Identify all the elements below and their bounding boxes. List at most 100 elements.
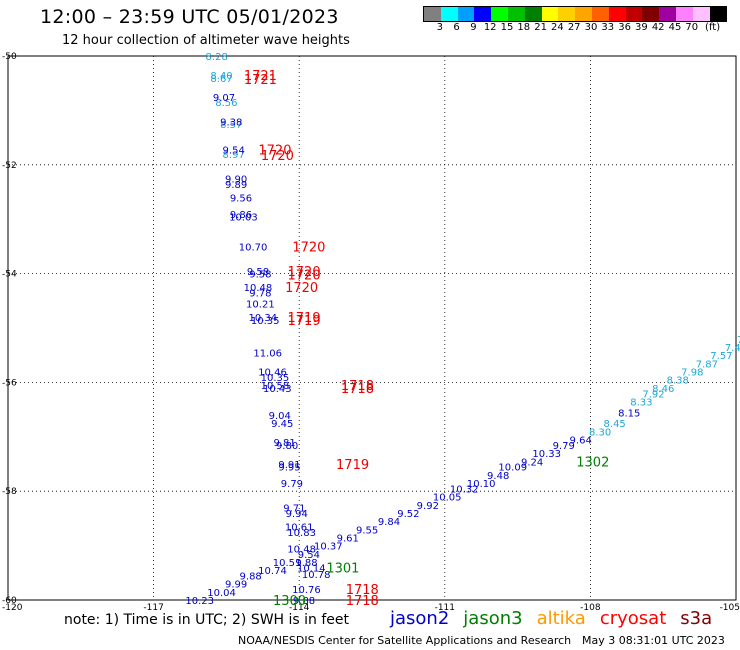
swh-value: 10.35 xyxy=(251,316,280,327)
colorbar-swatch xyxy=(440,7,458,21)
swh-value: 9.92 xyxy=(417,501,439,512)
swh-value: 9.61 xyxy=(337,533,359,544)
swh-value: 10.48 xyxy=(244,283,273,294)
colorbar-swatch xyxy=(507,7,525,21)
time-label: 1720 xyxy=(261,149,294,164)
swh-value: 9.71 xyxy=(283,504,305,515)
swh-value: 10.46 xyxy=(258,368,287,379)
swh-value: 8.28 xyxy=(206,52,228,63)
colorbar-swatch xyxy=(675,7,693,21)
swh-value: 9.54 xyxy=(298,550,320,561)
swh-points: 8.28 8.408.67 8.56 8.57 8.97 9.07 9.38 9.54 9.90… xyxy=(185,52,740,607)
footer-timestamp: May 3 08:31:01 UTC 2023 xyxy=(582,634,725,647)
time-label: 1718 xyxy=(346,594,379,609)
swh-value: 9.99 xyxy=(225,580,247,591)
time-label: 1719 xyxy=(288,311,321,326)
swh-value: 10.70 xyxy=(239,242,268,253)
time-label: 1718 xyxy=(341,379,374,394)
colorbar-label: 45 xyxy=(668,22,682,33)
swh-value: 9.95 xyxy=(278,463,300,474)
swh-value: 8.97 xyxy=(223,150,245,161)
swh-value: 9.58 xyxy=(247,267,269,278)
swh-value: 9.88 xyxy=(293,596,315,607)
longitude-label: -114 xyxy=(289,603,310,613)
swh-value: 9.91 xyxy=(278,460,300,471)
swh-value: 7.92 xyxy=(642,389,664,400)
latitude-label: -52 xyxy=(2,161,17,171)
swh-value: 10.37 xyxy=(314,542,343,553)
colorbar-swatch xyxy=(558,7,576,21)
swh-value: 9.07 xyxy=(213,93,235,104)
time-label: 1720 xyxy=(292,240,325,255)
colorbar-swatch xyxy=(424,7,441,21)
swh-value: 10.04 xyxy=(207,588,236,599)
legend-altika: altika xyxy=(536,608,586,629)
swh-value: 9.38 xyxy=(220,117,242,128)
page-subtitle: 12 hour collection of altimeter wave hei… xyxy=(62,33,350,48)
time-label: 1720 xyxy=(288,269,321,284)
colorbar-label: 18 xyxy=(517,22,531,33)
time-label: 1721 xyxy=(244,69,277,84)
map-border xyxy=(7,55,737,601)
swh-value: 8.30 xyxy=(589,427,611,438)
colorbar-swatch xyxy=(474,7,492,21)
colorbar-label: 33 xyxy=(601,22,615,33)
colorbar-swatch xyxy=(659,7,676,21)
longitude-label: -111 xyxy=(435,603,455,613)
longitude-label: -117 xyxy=(143,603,163,613)
time-label: 1719 xyxy=(288,314,321,329)
swh-value: 9.54 xyxy=(223,146,245,157)
swh-value: 9.58 xyxy=(249,270,271,281)
time-label: 1302 xyxy=(576,455,609,470)
legend-jason2: jason2 xyxy=(390,608,450,629)
swh-value: 10.83 xyxy=(287,528,316,539)
colorbar-label: 9 xyxy=(470,22,477,33)
axis-labels: -50 -52 -54 -56 -58 -60-120 -117 -114 -111 -108 -1… xyxy=(2,52,740,613)
swh-value: 7.90 xyxy=(737,335,740,346)
colorbar-swatch xyxy=(491,7,508,21)
colorbar-swatch xyxy=(457,7,475,21)
page-title: 12:00 – 23:59 UTC 05/01/2023 xyxy=(40,6,339,28)
swh-value: 9.56 xyxy=(230,193,252,204)
colorbar-swatch xyxy=(692,7,710,21)
colorbar-label: 24 xyxy=(551,22,564,33)
time-labels: 1721172117201720172017201720172017191719… xyxy=(244,69,610,609)
swh-value: 9.04 xyxy=(269,411,291,422)
colorbar-labels: 3 6 9 12 15 18 21 24 27 30 33 36 39 42 45 70 (ft) xyxy=(423,22,740,34)
wave-height-colorbar xyxy=(423,6,728,22)
colorbar-label: 42 xyxy=(651,22,665,33)
latitude-label: -50 xyxy=(2,52,17,62)
swh-value: 10.33 xyxy=(532,449,561,460)
time-label: 1720 xyxy=(258,144,291,159)
satellite-legend: jason2 jason3 altika cryosat s3a xyxy=(390,608,726,629)
swh-value: 10.09 xyxy=(498,463,527,474)
swh-value: 9.94 xyxy=(286,509,308,520)
longitude-label: -108 xyxy=(580,603,601,613)
swh-value: 9.88 xyxy=(240,572,262,583)
swh-value: 8.46 xyxy=(652,384,674,395)
swh-value: 7.98 xyxy=(681,368,703,379)
latitude-label: -56 xyxy=(2,378,17,388)
swh-value: 10.03 xyxy=(229,212,258,223)
colorbar-swatch xyxy=(709,7,727,21)
time-label: 1719 xyxy=(336,458,369,473)
swh-value: 8.45 xyxy=(604,419,626,430)
swh-value: 10.35 xyxy=(261,373,290,384)
swh-value: 7.57 xyxy=(710,351,732,362)
swh-value: 9.48 xyxy=(487,471,509,482)
footer-note: note: 1) Time is in UTC; 2) SWH is in fe… xyxy=(64,612,350,628)
swh-value: 9.90 xyxy=(225,174,247,185)
time-label: 1721 xyxy=(244,73,277,88)
longitude-label: -120 xyxy=(2,603,23,613)
swh-value: 7.41 xyxy=(725,343,740,354)
colorbar-swatch xyxy=(591,7,609,21)
swh-value: 9.79 xyxy=(553,441,575,452)
colorbar-label: 36 xyxy=(618,22,631,33)
colorbar-swatch xyxy=(625,7,643,21)
time-label: 1300 xyxy=(273,594,306,609)
colorbar-label: 39 xyxy=(635,22,648,33)
swh-value: 10.48 xyxy=(287,544,316,555)
colorbar-label: 12 xyxy=(483,22,497,33)
swh-value: 10.10 xyxy=(467,479,496,490)
